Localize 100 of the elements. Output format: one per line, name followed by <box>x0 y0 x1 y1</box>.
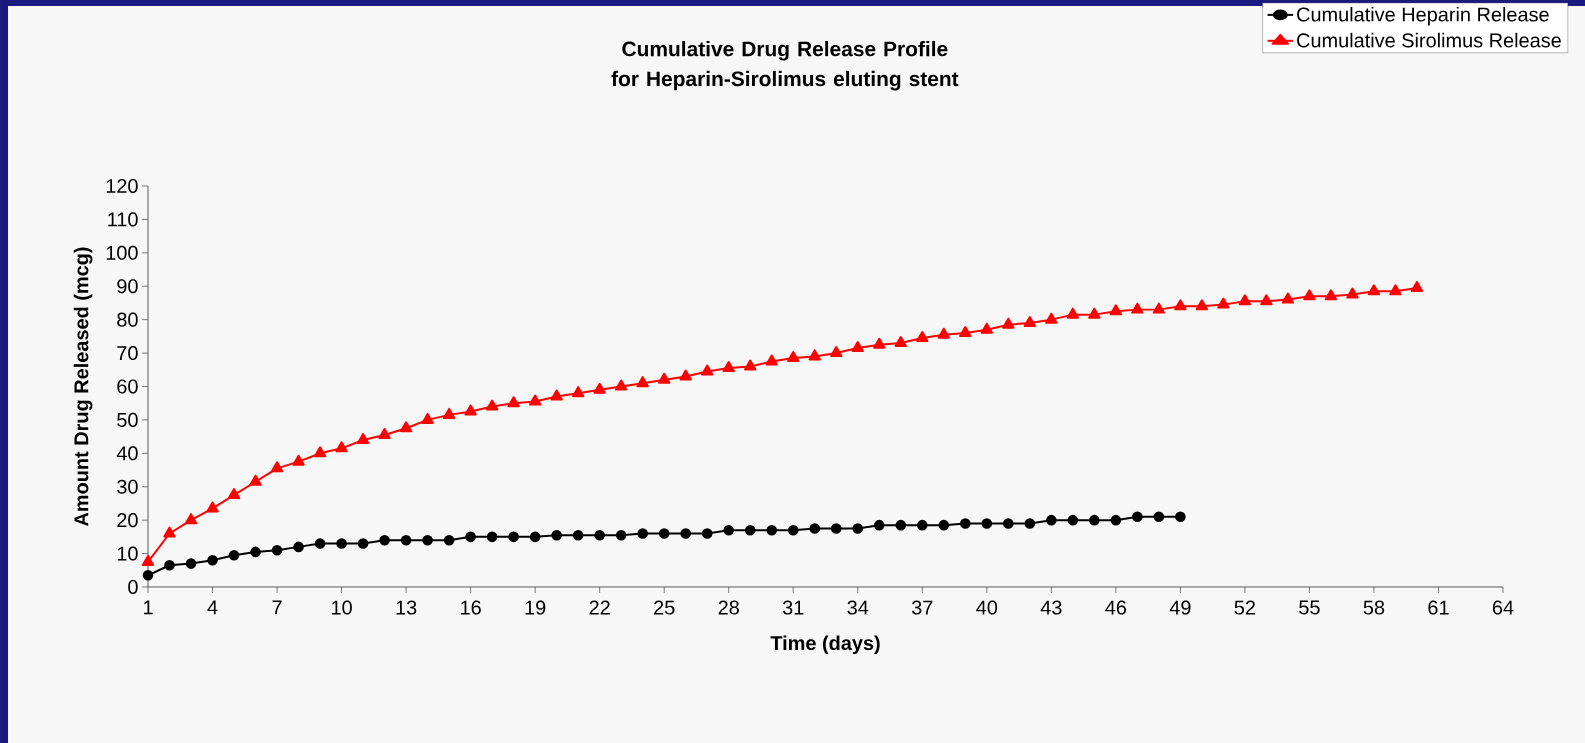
point <box>873 519 885 531</box>
point <box>1175 511 1186 523</box>
point <box>960 518 971 529</box>
point <box>485 399 499 411</box>
point <box>400 534 412 546</box>
point <box>1346 287 1359 299</box>
point <box>528 394 542 406</box>
point <box>809 523 821 534</box>
point <box>185 558 197 569</box>
point <box>614 379 628 391</box>
point <box>1367 284 1381 296</box>
point <box>378 427 391 439</box>
point <box>1153 511 1165 523</box>
y-axis-title: Amount Drug Released (mcg) <box>73 247 93 527</box>
point <box>830 523 842 534</box>
point <box>1110 514 1122 526</box>
point <box>637 528 648 539</box>
point <box>916 519 928 531</box>
point <box>271 544 283 556</box>
point <box>550 389 563 401</box>
point <box>1389 284 1402 296</box>
point <box>1067 514 1079 526</box>
point <box>507 396 520 408</box>
point <box>551 529 562 541</box>
point <box>486 531 498 543</box>
point <box>658 528 670 539</box>
point <box>184 513 198 525</box>
point <box>701 528 713 539</box>
y-tick-label: 20 <box>117 513 138 528</box>
x-tick-label: 64 <box>1492 600 1514 615</box>
point <box>207 554 218 566</box>
point <box>1066 307 1080 319</box>
point <box>571 386 585 398</box>
x-tick-label: 13 <box>396 600 417 615</box>
x-tick-label: 7 <box>272 600 282 615</box>
point <box>572 529 584 541</box>
point <box>1023 315 1037 327</box>
point <box>356 432 370 444</box>
x-tick-label: 58 <box>1363 600 1385 615</box>
point <box>1089 514 1100 526</box>
point <box>250 546 261 558</box>
chart-title: Cumulative Drug Release Profile for Heparin-Sirolimus eluting stent <box>611 40 959 91</box>
point <box>508 531 519 543</box>
x-tick-label: 10 <box>332 600 352 615</box>
point <box>1281 292 1295 304</box>
point <box>465 531 476 543</box>
x-tick-label: 22 <box>589 600 610 615</box>
y-tick-label: 120 <box>106 178 138 194</box>
point <box>1088 307 1101 319</box>
x-tick-label: 49 <box>1169 600 1191 615</box>
x-tick-label: 40 <box>976 600 998 615</box>
point <box>529 531 541 543</box>
point <box>335 441 348 453</box>
point <box>679 369 692 381</box>
x-tick-label: 34 <box>847 600 869 615</box>
x-tick-label: 28 <box>718 600 739 615</box>
x-tick-label: 16 <box>461 600 481 615</box>
point <box>658 372 671 384</box>
point <box>787 524 799 536</box>
point <box>593 382 606 394</box>
point <box>680 528 692 539</box>
point <box>443 534 455 546</box>
point <box>851 341 864 353</box>
x-tick-label: 19 <box>525 600 546 615</box>
legend-label: Cumulative Heparin Release <box>1297 6 1549 26</box>
point <box>701 364 714 376</box>
x-tick-label: 52 <box>1234 600 1255 615</box>
point <box>722 361 735 373</box>
point <box>1217 297 1230 309</box>
x-tick-label: 46 <box>1105 600 1127 615</box>
point <box>313 446 327 458</box>
point <box>937 327 950 339</box>
point <box>314 538 326 549</box>
x-tick-label: 43 <box>1040 600 1062 615</box>
point <box>141 554 155 566</box>
x-tick-label: 37 <box>911 600 933 615</box>
x-axis-title: Time (days) <box>770 635 880 655</box>
point <box>442 407 456 419</box>
point <box>852 523 864 534</box>
point <box>830 346 843 358</box>
y-tick-label: 110 <box>108 212 138 227</box>
x-tick-label: 4 <box>207 600 218 615</box>
point <box>744 359 757 371</box>
legend-label: Cumulative Sirolimus Release <box>1297 32 1561 48</box>
point <box>1195 299 1209 311</box>
y-tick-label: 30 <box>117 479 138 494</box>
point <box>249 474 262 486</box>
y-tick-label: 0 <box>128 579 138 595</box>
point <box>1324 289 1338 301</box>
point <box>206 501 219 513</box>
point <box>959 326 972 338</box>
point <box>1002 317 1015 329</box>
point <box>1109 304 1123 316</box>
point <box>636 376 649 388</box>
y-tick-label: 40 <box>116 446 138 461</box>
point <box>594 529 605 541</box>
point <box>723 524 735 536</box>
point <box>938 519 950 531</box>
y-tick-label: 10 <box>117 546 138 561</box>
point <box>163 526 176 538</box>
